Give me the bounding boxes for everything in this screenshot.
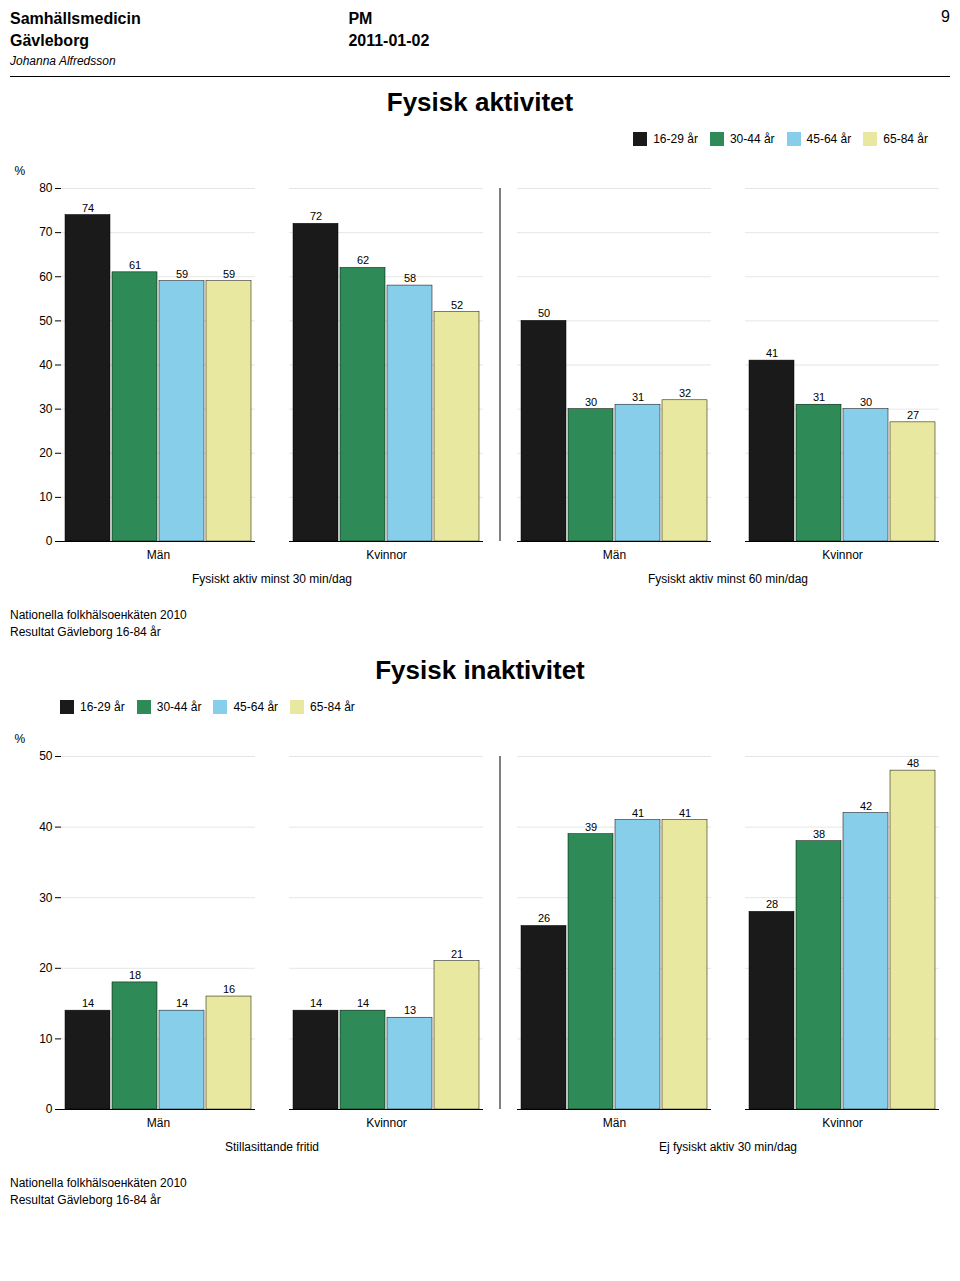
svg-text:72: 72 [310,210,322,222]
html-text:Samhällsmedicin: Samhällsmedicin [10,10,141,27]
html-text:Johanna Alfredsson: Johanna Alfredsson [10,54,116,68]
svg-text:74: 74 [82,201,94,213]
svg-text:18: 18 [129,969,141,981]
html-text:16-29 år: 16-29 år [80,699,125,714]
html-text:Fysisk aktivitet: Fysisk aktivitet [386,87,574,117]
html-text:30-44 år: 30-44 år [729,131,775,146]
svg-text:0: 0 [46,1102,53,1116]
svg-text:14: 14 [357,997,369,1009]
svg-text:Kvinnor: Kvinnor [366,548,407,562]
svg-text:14: 14 [310,997,322,1009]
svg-text:59: 59 [176,268,188,280]
svg-text:31: 31 [813,391,825,403]
html-text:16-29 år: 16-29 år [653,131,698,146]
svg-text:50: 50 [39,749,53,763]
svg-text:27: 27 [907,409,919,421]
svg-text:Kvinnor: Kvinnor [822,548,863,562]
html-text:Fysisk inaktivitet: Fysisk inaktivitet [375,655,585,685]
svg-text:62: 62 [357,254,369,266]
svg-text:61: 61 [129,259,141,271]
html-text:Resultat Gävleborg 16-84 år: Resultat Gävleborg 16-84 år [10,625,161,639]
svg-text:80: 80 [39,181,53,195]
svg-text:Ej fysiskt aktiv 30 min/dag: Ej fysiskt aktiv 30 min/dag [659,1140,797,1154]
svg-text:Kvinnor: Kvinnor [366,1116,407,1130]
html-text:Gävleborg: Gävleborg [10,32,90,49]
svg-text:50: 50 [538,307,550,319]
svg-text:14: 14 [82,997,94,1009]
svg-text:58: 58 [404,272,416,284]
html-text:PM: PM [348,10,373,27]
svg-text:30: 30 [39,891,53,905]
svg-text:60: 60 [39,270,53,284]
svg-text:Fysiskt aktiv minst 60 min/dag: Fysiskt aktiv minst 60 min/dag [648,572,808,586]
svg-text:21: 21 [451,948,463,960]
svg-text:40: 40 [39,358,53,372]
svg-text:Män: Män [603,548,626,562]
svg-text:41: 41 [632,807,644,819]
html-text:9: 9 [941,8,950,25]
svg-text:42: 42 [860,800,872,812]
svg-text:50: 50 [39,314,53,328]
html-text:Resultat Gävleborg 16-84 år: Resultat Gävleborg 16-84 år [10,1193,161,1207]
html-text:45-64 år: 45-64 år [806,131,852,146]
svg-text:30: 30 [39,402,53,416]
svg-text:%: % [15,164,26,178]
svg-text:Män: Män [147,548,170,562]
html-text:Nationella folkhälsoенkäten 20: Nationella folkhälsoенkäten 2010 [10,608,187,622]
svg-text:30: 30 [585,396,597,408]
svg-text:70: 70 [39,225,53,239]
html-text:65-84 år: 65-84 år [883,131,928,146]
svg-text:13: 13 [404,1004,416,1016]
svg-text:%: % [15,732,26,746]
svg-text:Fysiskt aktiv minst 30 min/dag: Fysiskt aktiv minst 30 min/dag [192,572,352,586]
svg-text:39: 39 [585,821,597,833]
svg-text:32: 32 [679,387,691,399]
svg-text:20: 20 [39,446,53,460]
svg-text:48: 48 [907,757,919,769]
svg-text:20: 20 [39,961,53,975]
svg-text:16: 16 [223,983,235,995]
svg-text:Män: Män [603,1116,626,1130]
html-text:2011-01-02: 2011-01-02 [348,32,430,49]
svg-text:30: 30 [860,396,872,408]
svg-text:Män: Män [147,1116,170,1130]
html-text:Nationella folkhälsoенkäten 20: Nationella folkhälsoенkäten 2010 [10,1176,187,1190]
svg-text:28: 28 [766,898,778,910]
svg-text:52: 52 [451,299,463,311]
svg-text:10: 10 [39,490,53,504]
svg-text:59: 59 [223,268,235,280]
svg-text:31: 31 [632,391,644,403]
svg-text:10: 10 [39,1032,53,1046]
svg-text:26: 26 [538,912,550,924]
svg-text:0: 0 [46,534,53,548]
svg-text:14: 14 [176,997,188,1009]
svg-text:41: 41 [679,807,691,819]
svg-text:41: 41 [766,347,778,359]
html-text:65-84 år: 65-84 år [310,699,355,714]
svg-text:40: 40 [39,820,53,834]
html-text:45-64 år: 45-64 år [233,699,279,714]
svg-text:Kvinnor: Kvinnor [822,1116,863,1130]
svg-text:38: 38 [813,828,825,840]
svg-text:Stillasittande fritid: Stillasittande fritid [225,1140,319,1154]
html-text:30-44 år: 30-44 år [156,699,202,714]
